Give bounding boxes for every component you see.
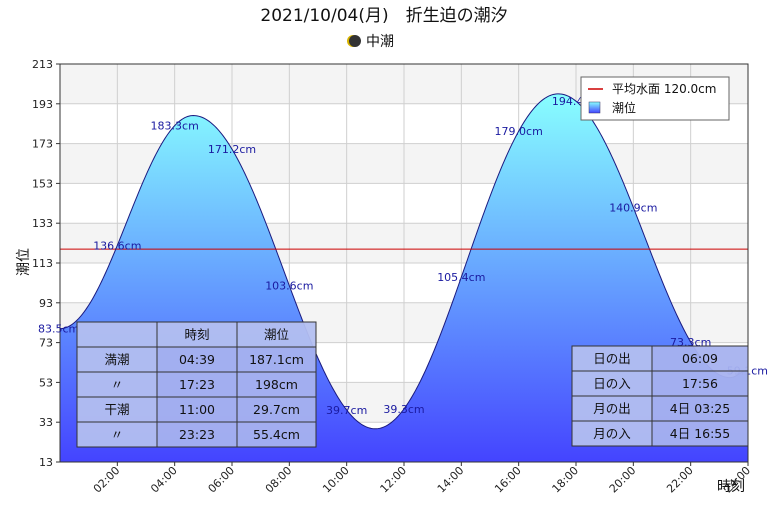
tide-table-text: 干潮	[104, 402, 129, 417]
tide-table-cell	[156, 421, 238, 448]
data-label: 179.0cm	[495, 125, 543, 138]
x-tick-label: 04:00	[148, 464, 180, 496]
data-label: 183.3cm	[151, 120, 199, 133]
tide-table-text: 55.4cm	[253, 427, 300, 442]
legend-tide-swatch	[588, 101, 601, 114]
tide-table-cell	[156, 396, 238, 423]
y-tick-label: 193	[32, 98, 53, 111]
tide-table-text: 満潮	[104, 352, 129, 367]
x-tick-label: 18:00	[550, 464, 582, 496]
data-label: 105.4cm	[437, 271, 485, 284]
sun-moon-table: 日の出 06:09 日の入 17:56 月の出 4日 03:25 月の入 4日 16:55	[571, 345, 749, 447]
tide-line	[59, 93, 749, 430]
data-label: 171.2cm	[208, 143, 256, 156]
sun-moon-table-cell	[651, 420, 749, 447]
moon-phase: 中潮	[347, 34, 394, 50]
tide-table-text: 23:23	[179, 427, 215, 442]
tide-table-cell	[236, 396, 317, 423]
y-tick-label: 33	[39, 416, 53, 429]
data-label: 103.6cm	[265, 280, 313, 293]
legend-tide-label: 潮位	[612, 100, 636, 115]
data-label: 136.6cm	[93, 239, 141, 252]
x-tick-label: 14:00	[435, 464, 467, 496]
y-tick-label: 53	[39, 376, 53, 389]
sun-moon-table-cell	[651, 370, 749, 397]
x-tick-label: 16:00	[492, 464, 524, 496]
y-tick-label: 73	[39, 337, 53, 350]
x-tick-label: 10:00	[320, 464, 352, 496]
x-tick-label: 02:00	[91, 464, 123, 496]
tide-table-cell	[156, 346, 238, 373]
x-tick-label: 08:00	[263, 464, 295, 496]
y-tick-label: 93	[39, 297, 53, 310]
y-tick-label: 213	[32, 58, 53, 71]
tide-table-cell	[236, 421, 317, 448]
sun-moon-table-cell	[651, 345, 749, 372]
sun-moon-table-text: 4日 16:55	[670, 426, 730, 441]
y-tick-label: 173	[32, 138, 53, 151]
tide-table-cell	[76, 321, 158, 348]
sun-moon-table-text: 17:56	[682, 376, 718, 391]
tide-table-cell	[236, 371, 317, 398]
y-tick-label: 113	[32, 257, 53, 270]
sun-moon-table-text: 日の出	[593, 351, 631, 366]
sun-moon-table-text: 月の入	[593, 426, 631, 441]
x-tick-label: 22:00	[664, 464, 696, 496]
sun-moon-table-text: 日の入	[593, 376, 631, 391]
data-label: 140.9cm	[609, 201, 657, 214]
legend: 平均水面 120.0cm 潮位	[580, 76, 730, 121]
sun-moon-table-text: 月の出	[593, 401, 631, 416]
tide-table-text: 17:23	[179, 377, 215, 392]
tide-table-text: 198cm	[255, 377, 298, 392]
tide-table-text: 〃	[111, 377, 124, 392]
tide-table-text: 04:39	[179, 352, 215, 367]
x-tick-label: 06:00	[206, 464, 238, 496]
tide-table-cell	[76, 371, 158, 398]
data-label: 83.5cm	[38, 323, 79, 336]
tide-table-text: 29.7cm	[253, 402, 300, 417]
tide-table-text: 〃	[111, 427, 124, 442]
x-axis-title: 時刻	[717, 479, 745, 495]
tide-table-cell	[156, 371, 238, 398]
data-label: 39.3cm	[383, 403, 424, 416]
sun-moon-table-text: 06:09	[682, 351, 718, 366]
data-label: 39.7cm	[326, 404, 367, 417]
y-tick-label: 133	[32, 217, 53, 230]
y-tick-label: 153	[32, 177, 53, 190]
tide-table-text: 潮位	[264, 327, 289, 342]
y-tick-label: 13	[39, 456, 53, 469]
tide-table-text: 187.1cm	[249, 352, 304, 367]
chart-title: 2021/10/04(月) 折生迫の潮汐	[260, 6, 507, 26]
tide-table-cell	[236, 321, 317, 348]
x-tick-label: 20:00	[607, 464, 639, 496]
tide-table-text: 11:00	[179, 402, 215, 417]
moon-phase-label: 中潮	[366, 34, 394, 50]
tide-table-text: 時刻	[184, 327, 209, 342]
legend-mean-label: 平均水面 120.0cm	[612, 82, 716, 96]
tide-table-cell	[156, 321, 238, 348]
tide-table-cell	[76, 421, 158, 448]
x-tick-label: 12:00	[378, 464, 410, 496]
tide-table-cell	[236, 346, 317, 373]
sun-moon-table-text: 4日 03:25	[670, 401, 730, 416]
y-axis-title: 潮位	[16, 248, 32, 276]
